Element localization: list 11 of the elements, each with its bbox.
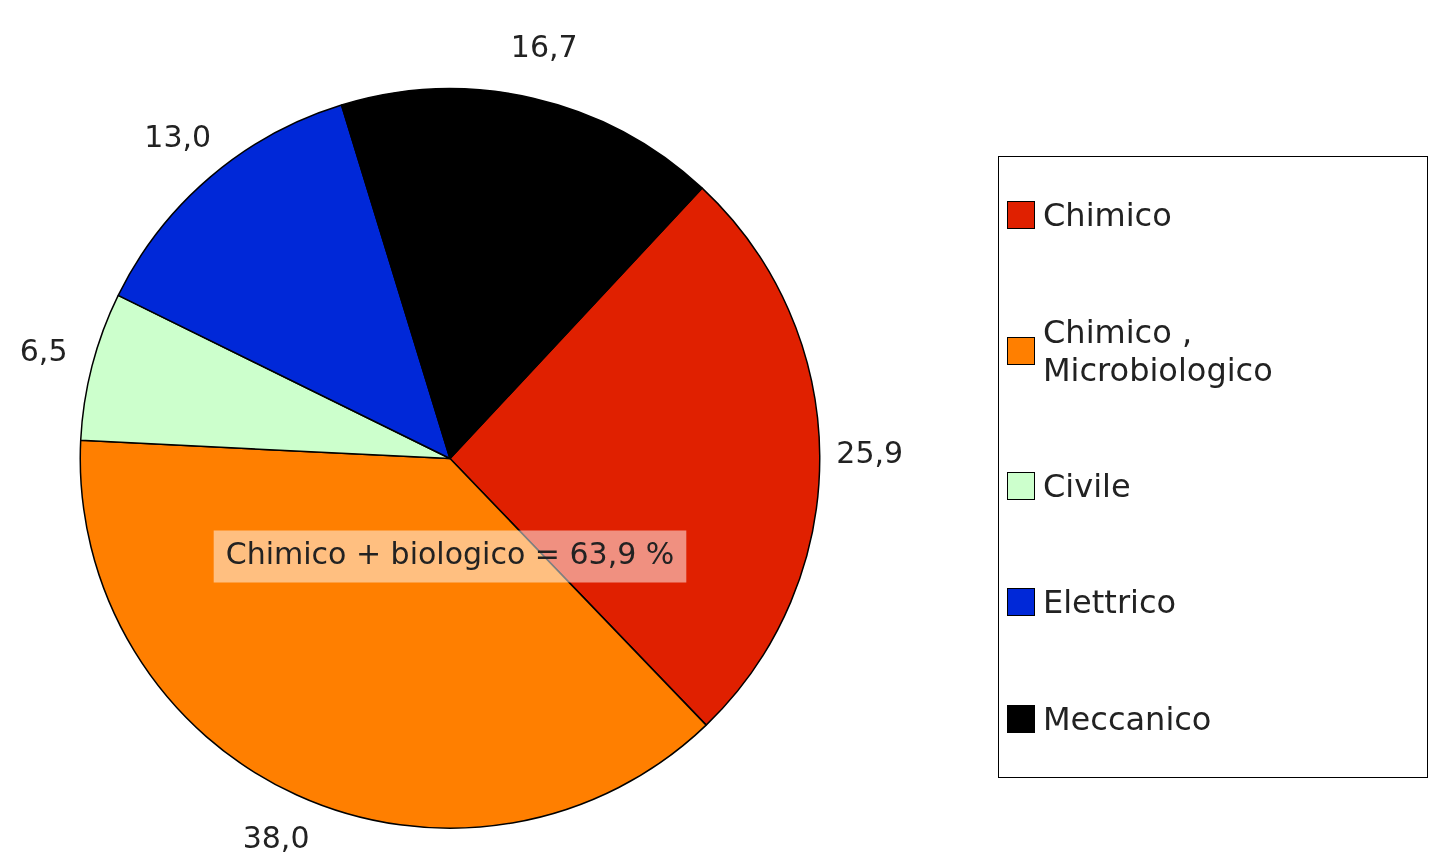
legend-label: Elettrico xyxy=(1043,583,1177,622)
legend-label: Civile xyxy=(1043,466,1131,505)
data-label: 13,0 xyxy=(144,118,212,154)
legend-label: Chimico , Microbiologico xyxy=(1043,312,1274,389)
data-label: 16,7 xyxy=(510,29,578,65)
legend-label: Meccanico xyxy=(1043,699,1212,738)
data-label: 6,5 xyxy=(19,333,68,369)
data-label: 38,0 xyxy=(242,820,310,855)
text: Chimico + biologico = 63,9 % xyxy=(225,536,675,572)
data-label: 25,9 xyxy=(836,435,904,471)
legend-label: Chimico xyxy=(1043,196,1172,235)
